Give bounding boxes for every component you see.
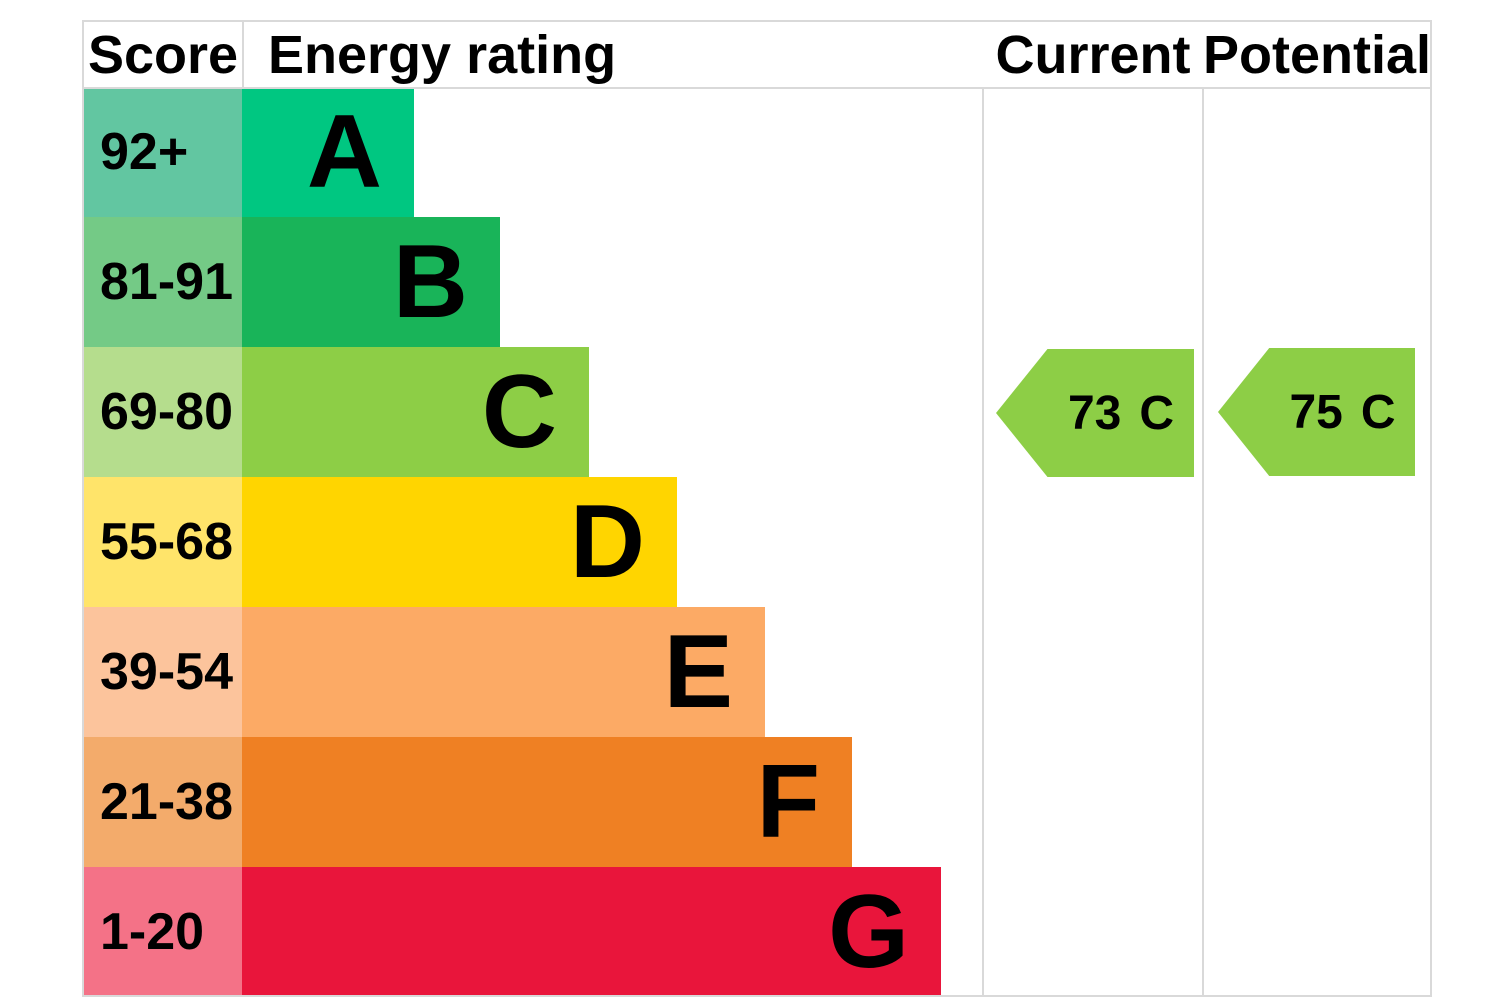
score-cell: 92+ bbox=[84, 87, 242, 217]
rating-bar-g: G bbox=[242, 867, 941, 995]
score-cell: 69-80 bbox=[84, 347, 242, 477]
potential-column-header: Potential bbox=[1202, 24, 1432, 85]
score-cell: 39-54 bbox=[84, 607, 242, 737]
score-column-header: Score bbox=[87, 24, 239, 85]
rating-bar-c: C bbox=[242, 347, 589, 477]
current-column-header: Current bbox=[995, 24, 1191, 85]
band-letter: G bbox=[828, 874, 909, 990]
current-rating-band: C bbox=[1139, 386, 1175, 440]
potential-column-divider bbox=[1202, 22, 1204, 995]
epc-table: Score Energy rating Current Potential 92… bbox=[82, 20, 1432, 997]
rating-bar-f: F bbox=[242, 737, 852, 867]
potential-rating-arrow: 75 C bbox=[1218, 348, 1415, 476]
band-letter: B bbox=[392, 224, 468, 340]
score-range-label: 92+ bbox=[100, 123, 189, 181]
band-letter: F bbox=[756, 744, 820, 860]
score-range-label: 1-20 bbox=[100, 903, 205, 961]
potential-rating-band: C bbox=[1360, 385, 1396, 439]
band-row-a: 92+ A bbox=[84, 87, 982, 217]
rating-bar-e: E bbox=[242, 607, 765, 737]
score-cell: 1-20 bbox=[84, 867, 242, 995]
header-row: Score Energy rating Current Potential bbox=[84, 22, 1430, 89]
score-range-label: 21-38 bbox=[100, 773, 233, 831]
score-cell: 21-38 bbox=[84, 737, 242, 867]
current-rating-value: 73 bbox=[1067, 386, 1122, 440]
band-letter: D bbox=[569, 484, 645, 600]
band-row-g: 1-20 G bbox=[84, 867, 982, 995]
band-row-c: 69-80 C bbox=[84, 347, 982, 477]
score-cell: 55-68 bbox=[84, 477, 242, 607]
band-row-b: 81-91 B bbox=[84, 217, 982, 347]
band-letter: A bbox=[306, 94, 382, 210]
current-column-divider bbox=[982, 22, 984, 995]
band-row-d: 55-68 D bbox=[84, 477, 982, 607]
score-range-label: 39-54 bbox=[100, 643, 233, 701]
current-rating-arrow: 73 C bbox=[996, 349, 1194, 477]
energy-rating-column-header: Energy rating bbox=[268, 24, 617, 85]
band-row-f: 21-38 F bbox=[84, 737, 982, 867]
score-range-label: 69-80 bbox=[100, 383, 233, 441]
band-letter: E bbox=[663, 614, 733, 730]
band-row-e: 39-54 E bbox=[84, 607, 982, 737]
score-range-label: 81-91 bbox=[100, 253, 233, 311]
score-column-divider bbox=[242, 22, 244, 87]
band-letter: C bbox=[481, 354, 557, 470]
rating-bar-d: D bbox=[242, 477, 677, 607]
rating-bar-b: B bbox=[242, 217, 500, 347]
potential-rating-value: 75 bbox=[1289, 385, 1343, 439]
score-range-label: 55-68 bbox=[100, 513, 233, 571]
rating-bar-a: A bbox=[242, 87, 414, 217]
score-cell: 81-91 bbox=[84, 217, 242, 347]
